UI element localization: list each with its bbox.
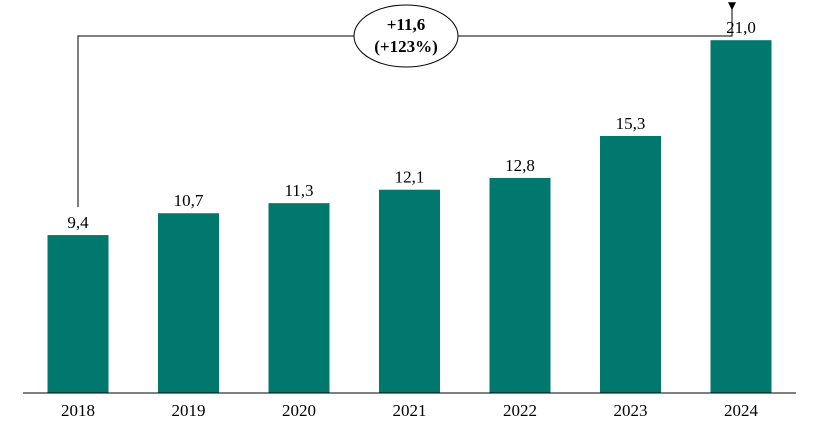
value-label-2021: 12,1 [395,168,425,187]
bar-2019 [158,213,219,393]
value-label-2020: 11,3 [284,181,313,200]
x-tick-label-2024: 2024 [724,401,759,420]
x-tick-label-2018: 2018 [61,401,95,420]
value-label-2024: 21,0 [726,18,756,37]
value-label-2022: 12,8 [505,156,535,175]
x-tick-label-2022: 2022 [503,401,537,420]
bar-2020 [268,203,330,393]
value-label-2019: 10,7 [174,191,204,210]
x-tick-label-2019: 2019 [172,401,206,420]
bar-2018 [47,235,109,393]
growth-percent-label: (+123%) [374,37,438,56]
growth-bubble [353,4,459,68]
arrow-down-icon [728,2,736,11]
value-labels-group: 9,4 10,7 11,3 12,1 12,8 15,3 21,0 [67,18,756,232]
value-label-2023: 15,3 [616,114,646,133]
x-tick-label-2021: 2021 [393,401,427,420]
bar-2021 [379,189,440,393]
growth-annotation: +11,6 (+123%) [77,2,736,208]
value-label-2018: 9,4 [67,213,89,232]
bars-group [47,40,772,393]
x-tick-label-2020: 2020 [282,401,316,420]
bar-2024 [710,40,772,393]
bar-2023 [600,135,661,393]
growth-absolute-label: +11,6 [387,15,426,34]
x-tick-labels-group: 2018 2019 2020 2021 2022 2023 2024 [61,401,759,420]
bar-2022 [489,177,551,393]
x-tick-label-2023: 2023 [614,401,648,420]
